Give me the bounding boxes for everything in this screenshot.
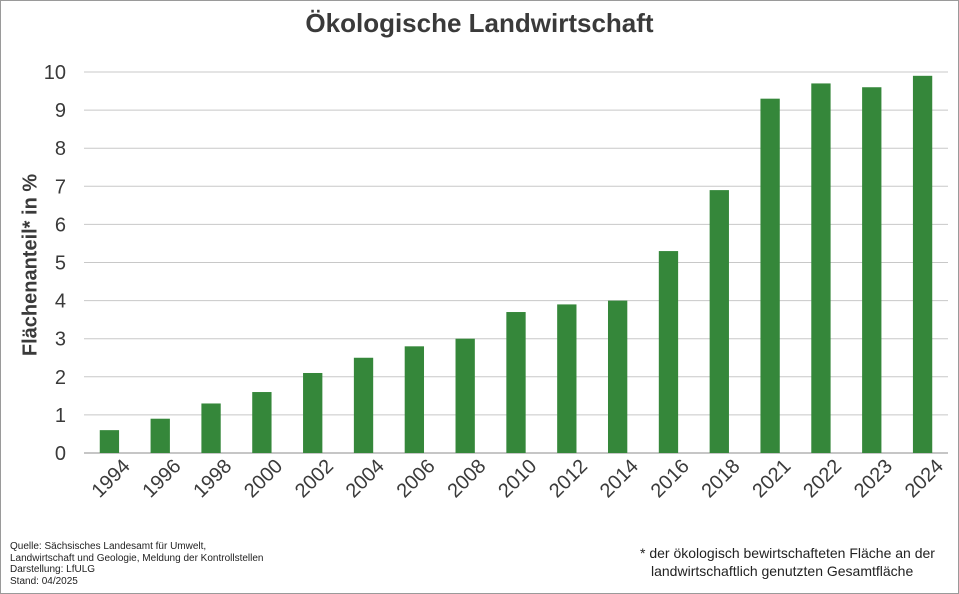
x-tick-label: 2024 <box>901 455 948 502</box>
x-tick-label: 2010 <box>494 455 541 502</box>
x-tick-label: 2018 <box>698 455 745 502</box>
source-line: Landwirtschaft und Geologie, Meldung der… <box>10 552 264 564</box>
y-tick-label: 5 <box>55 253 66 275</box>
bar <box>557 304 577 453</box>
bar <box>353 357 374 453</box>
x-tick-label: 1994 <box>88 455 135 502</box>
y-tick-label: 7 <box>55 176 66 198</box>
footnote-line: landwirtschaftlich genutzten Gesamtfläch… <box>651 563 914 579</box>
y-tick-label: 2 <box>55 367 66 389</box>
y-tick-label: 8 <box>55 138 66 160</box>
x-tick-label: 2023 <box>850 455 897 502</box>
bar <box>811 83 831 454</box>
chart-title: Ökologische Landwirtschaft <box>305 8 654 38</box>
bar <box>99 430 120 453</box>
bar <box>252 392 272 453</box>
bar <box>404 346 425 453</box>
y-tick-label: 3 <box>55 329 66 351</box>
y-tick-label: 9 <box>55 100 66 122</box>
x-tick-label: 2012 <box>545 455 592 502</box>
x-tick-label: 1998 <box>189 455 236 502</box>
y-tick-label: 10 <box>44 62 66 84</box>
x-tick-label: 2000 <box>240 455 287 502</box>
bar <box>607 300 628 453</box>
bar <box>303 372 323 453</box>
x-tick-label: 2004 <box>342 455 389 502</box>
footnote: * der ökologisch bewirtschafteten Fläche… <box>640 544 935 580</box>
x-tick-label: 2008 <box>443 455 490 502</box>
bar <box>150 418 170 453</box>
source-line: Quelle: Sächsisches Landesamt für Umwelt… <box>10 541 207 552</box>
bar <box>912 75 933 453</box>
y-tick-label: 4 <box>55 291 66 313</box>
bar <box>709 190 729 454</box>
x-tick-label: 2014 <box>596 455 643 502</box>
y-tick-label: 0 <box>55 443 66 465</box>
bar <box>455 338 475 453</box>
bar <box>658 251 679 453</box>
x-tick-label: 2021 <box>748 455 795 502</box>
bar <box>760 98 780 454</box>
source-note: Quelle: Sächsisches Landesamt für Umwelt… <box>10 541 264 587</box>
source-line: Stand: 04/2025 <box>10 575 78 587</box>
y-tick-label: 1 <box>55 405 66 427</box>
x-tick-label: 2006 <box>393 455 440 502</box>
x-tick-label: 1996 <box>138 455 185 502</box>
x-tick-label: 2022 <box>799 455 846 502</box>
source-line: Darstellung: LfULG <box>10 564 96 575</box>
x-tick-label: 2016 <box>647 455 694 502</box>
bar <box>201 403 221 453</box>
y-tick-label: 6 <box>55 214 66 236</box>
bar <box>506 312 526 453</box>
footnote-line: * der ökologisch bewirtschafteten Fläche… <box>640 545 935 561</box>
x-tick-label: 2002 <box>291 455 338 502</box>
bar <box>862 87 882 454</box>
